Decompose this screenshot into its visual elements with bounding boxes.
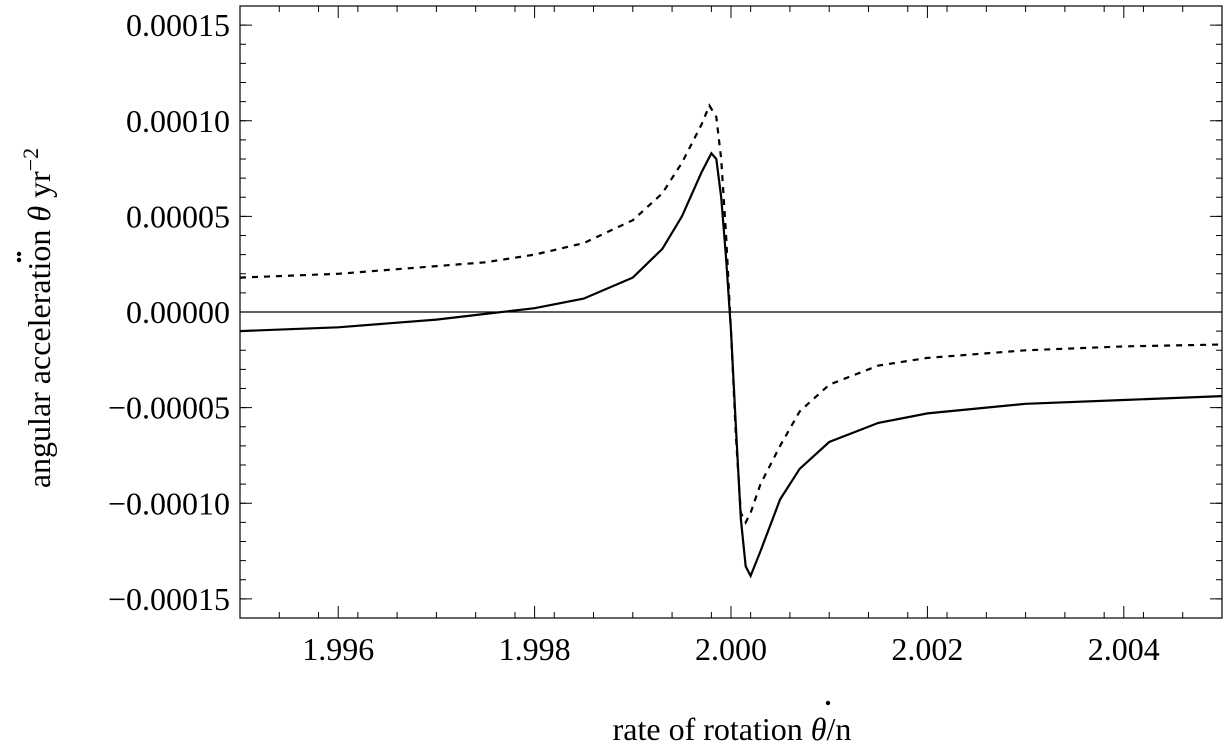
x-axis-label-symbol: θ: [811, 711, 827, 747]
y-axis-label-symbol: θ: [21, 206, 57, 222]
y-axis-label-dot-1: [16, 251, 22, 257]
x-axis-label-text: rate of rotation: [613, 711, 811, 747]
x-axis-label-suffix: /n: [826, 711, 851, 747]
y-tick-label: 0.00015: [126, 7, 230, 43]
series-line-solid: [239, 151, 1223, 579]
x-axis-label-dot: [825, 700, 831, 706]
x-tick-label: 2.002: [891, 631, 963, 667]
x-axis-label: rate of rotation θ/n: [613, 711, 852, 747]
x-tick-label: 2.004: [1088, 631, 1160, 667]
y-tick-label: −0.00015: [108, 581, 230, 617]
tick-labels: 1.996 1.998 2.000 2.002 2.004 0.00015 0.00010 0…: [108, 7, 1160, 667]
y-axis-label: angular acceleration θ yr−2: [18, 148, 57, 488]
y-tick-label: 0.00010: [126, 103, 230, 139]
y-axis-label-exponent: −2: [18, 148, 43, 171]
series-line-dashed: [239, 103, 1223, 525]
y-axis-label-group: angular acceleration θ yr−2: [18, 148, 57, 488]
y-axis-label-unit: yr: [21, 171, 57, 206]
x-tick-label: 1.998: [499, 631, 571, 667]
y-tick-label: 0.00000: [126, 294, 230, 330]
y-tick-label: −0.00010: [108, 485, 230, 521]
y-tick-label: −0.00005: [108, 390, 230, 426]
series-group: [239, 103, 1223, 579]
y-tick-label: 0.00005: [126, 198, 230, 234]
y-axis-label-text: angular acceleration: [21, 222, 57, 489]
plot-frame: [239, 5, 1223, 619]
x-tick-label: 2.000: [695, 631, 767, 667]
y-axis-label-dot-2: [16, 257, 22, 263]
x-tick-label: 1.996: [302, 631, 374, 667]
